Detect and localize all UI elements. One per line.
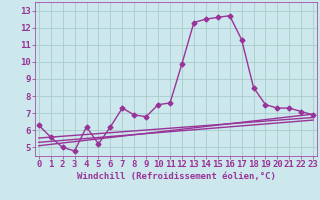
- X-axis label: Windchill (Refroidissement éolien,°C): Windchill (Refroidissement éolien,°C): [76, 172, 276, 181]
